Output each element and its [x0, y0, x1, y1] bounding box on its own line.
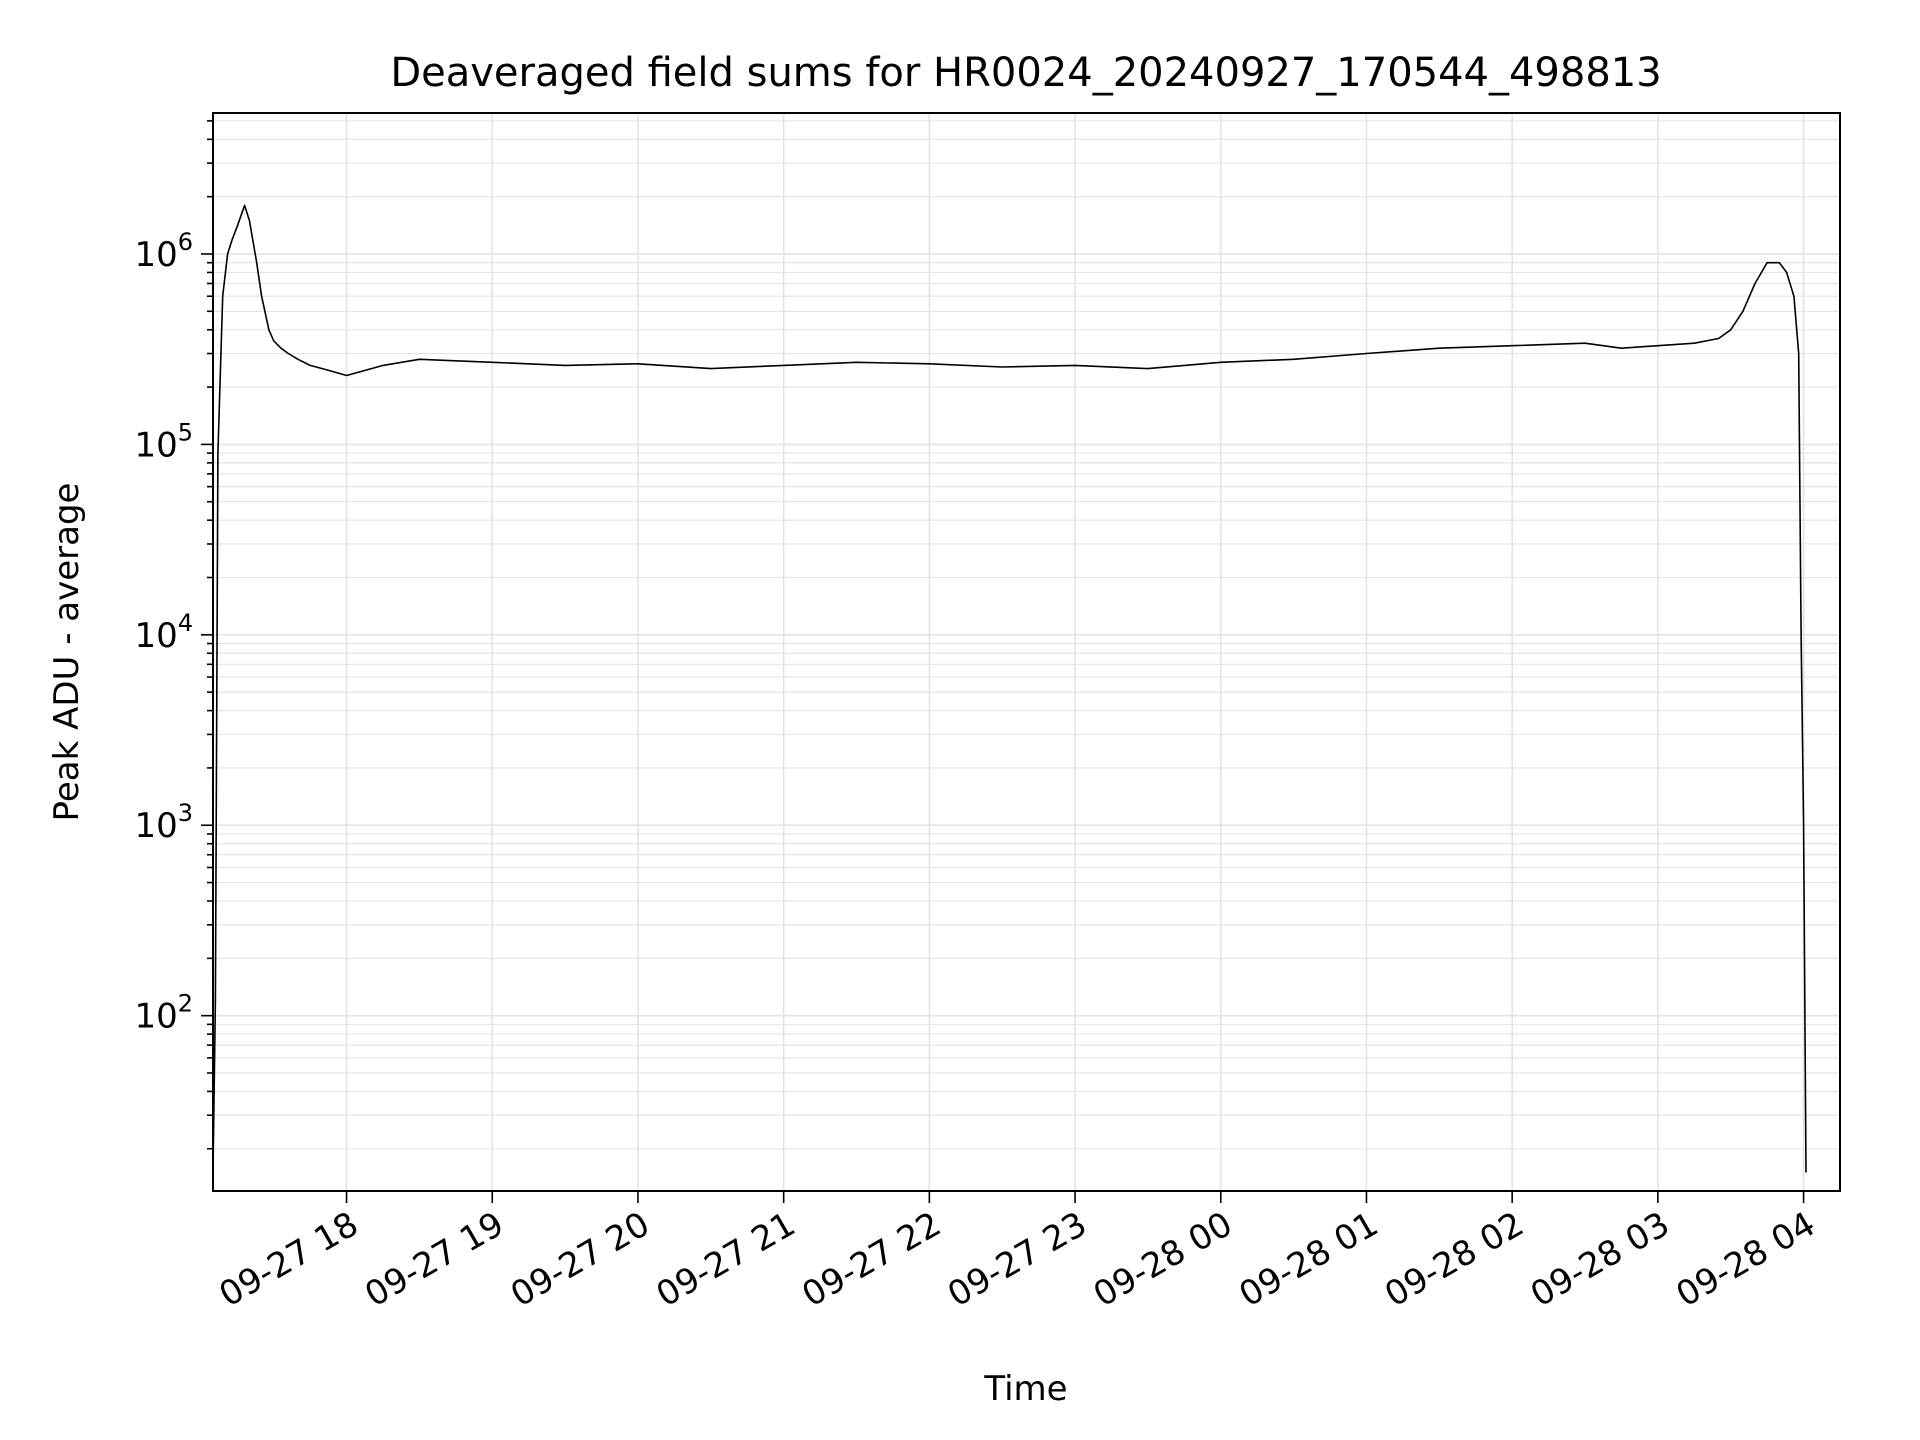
- y-axis-ticks: 102 103 104 105 106: [134, 120, 213, 1150]
- y-tick-label: 106: [134, 228, 193, 275]
- series-line: [212, 204, 1807, 1173]
- y-tick-label: 102: [134, 990, 193, 1037]
- grid: [213, 113, 1840, 1191]
- y-tick-label: 105: [134, 418, 193, 465]
- series-layer: [212, 204, 1807, 1173]
- y-tick-label: 103: [134, 799, 193, 846]
- chart-title: Deaveraged field sums for HR0024_2024092…: [390, 50, 1661, 96]
- y-axis-label: Peak ADU - average: [47, 483, 87, 822]
- y-tick-label: 104: [134, 609, 193, 656]
- x-axis-label: Time: [983, 1369, 1067, 1409]
- plot-frame: [212, 112, 1841, 1192]
